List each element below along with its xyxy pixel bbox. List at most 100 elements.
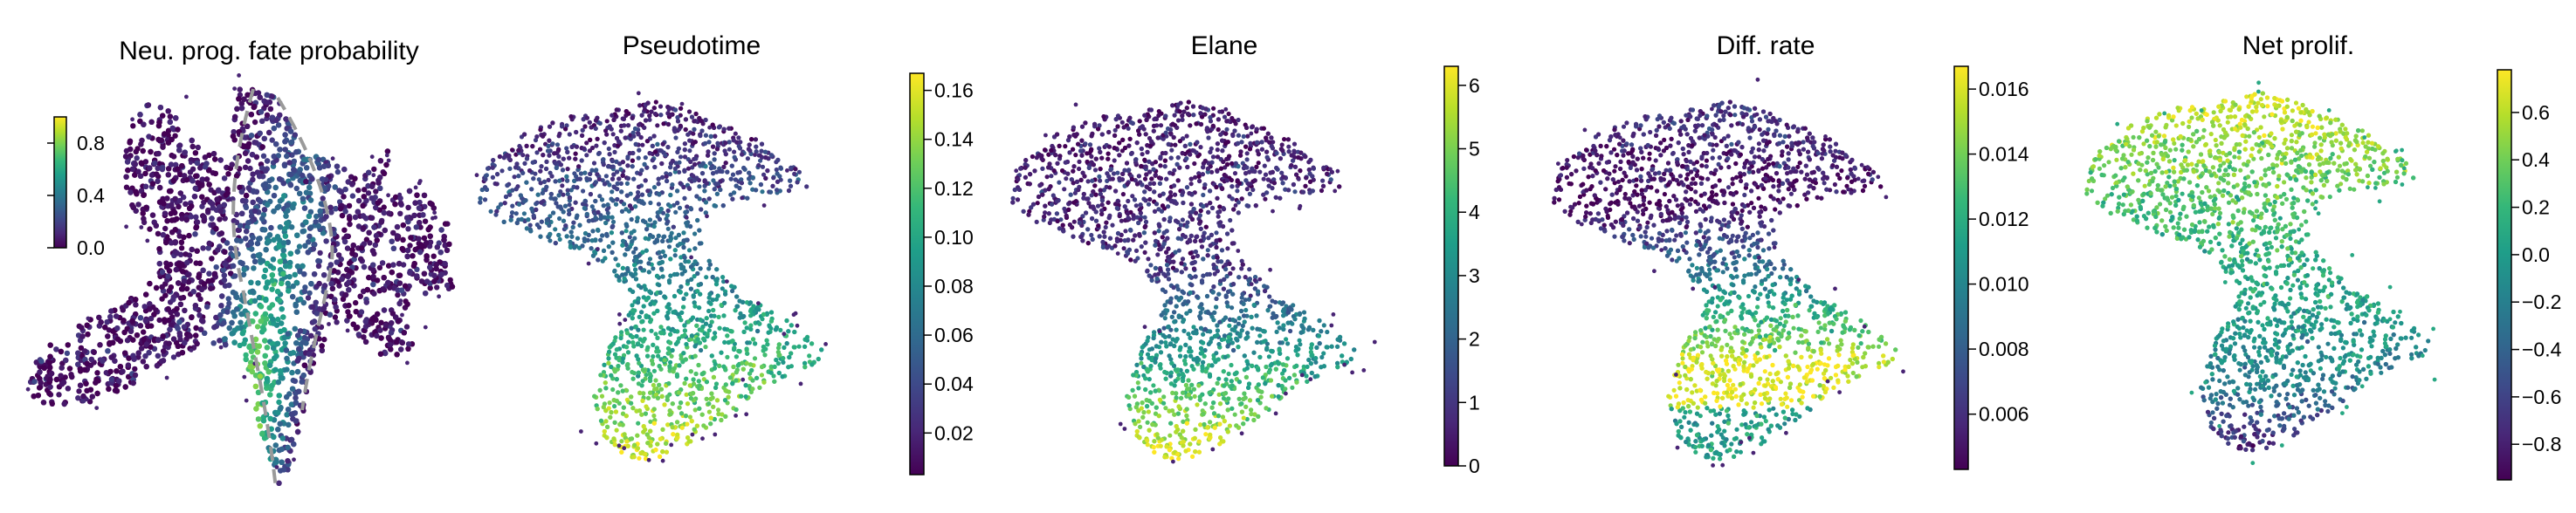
cell-point [149,181,156,187]
cell-point [273,141,279,147]
cell-point [165,172,171,178]
cell-point [175,343,182,349]
cell-point [176,233,183,239]
cell-point [177,301,184,307]
cell-point [187,205,193,211]
cell-point [345,328,350,333]
cell-point [280,270,286,277]
cell-point [386,210,392,216]
cell-point [58,373,64,379]
colorbar-fate-probability: 0.00.40.8 [47,116,105,259]
cell-point [406,188,413,195]
cell-point [211,324,217,331]
cell-point [352,175,358,181]
cell-point [140,210,146,216]
cell-point [388,330,395,336]
cell-point [257,94,263,100]
cell-point [285,280,291,287]
cell-point [271,345,277,352]
cell-point [270,316,276,323]
cell-point [392,201,398,208]
cell-point [397,200,404,207]
cell-point [284,153,290,160]
cell-point [315,263,322,270]
cell-point [243,236,249,242]
cell-point [257,236,263,242]
cell-point [333,304,339,311]
cell-point [272,355,278,361]
cell-point [158,358,165,365]
cell-point [300,339,307,345]
cell-point [251,104,257,111]
cell-point [444,282,451,289]
cell-point [258,109,265,115]
cell-point [154,171,160,177]
cell-point [425,226,431,233]
cell-point [46,390,52,397]
cell-point [355,332,362,338]
cell-point [400,236,406,243]
cell-point [161,348,167,354]
cell-point [394,223,401,230]
cell-point [310,246,316,252]
cell-point [194,160,201,166]
cell-point [289,369,295,376]
cell-point [358,256,364,263]
cell-point [321,272,327,278]
cell-point [120,368,126,374]
cell-point [346,202,353,209]
cell-point [363,299,369,305]
cell-point [405,341,412,347]
cell-point [371,173,376,178]
cell-point [413,224,419,230]
cell-point [113,382,120,389]
cell-point [159,269,166,275]
cell-point [143,204,149,211]
cell-point [221,202,227,208]
cell-point [417,199,423,206]
cell-point [349,181,355,188]
cell-point [370,267,376,273]
cell-point [190,289,196,295]
cell-point [241,340,247,347]
cell-cloud-fate-probability [25,73,456,486]
cell-point [389,269,395,276]
cell-point [206,152,212,159]
cell-point [293,185,300,192]
cell-point [384,153,389,158]
cell-point [368,195,375,202]
cell-point [181,173,188,179]
cell-point [133,302,139,308]
cell-point [162,225,169,232]
cell-point [209,201,216,207]
cell-point [281,193,287,199]
cell-point [205,245,211,251]
cell-point [285,208,291,214]
cell-point [164,264,170,270]
cell-point [224,240,231,246]
cell-point [346,313,352,319]
cell-point [106,386,112,393]
cell-point [165,273,171,279]
cell-point [172,133,178,139]
cell-point [243,192,250,199]
cell-point [237,73,241,78]
cell-point [294,428,301,435]
cell-point [232,86,237,91]
cell-point [175,127,181,133]
cell-point [47,353,53,359]
cell-point [214,196,220,202]
cell-point [122,154,129,160]
cell-point [135,354,141,360]
cell-point [396,272,403,278]
cell-point [169,202,175,209]
cell-point [259,215,265,222]
cell-point [127,189,134,195]
cell-point [296,345,302,352]
cell-point [176,203,182,210]
cell-point [217,338,223,344]
cell-point [147,165,153,171]
cell-point [377,158,384,164]
cell-point [107,314,114,320]
cell-point [394,352,400,358]
